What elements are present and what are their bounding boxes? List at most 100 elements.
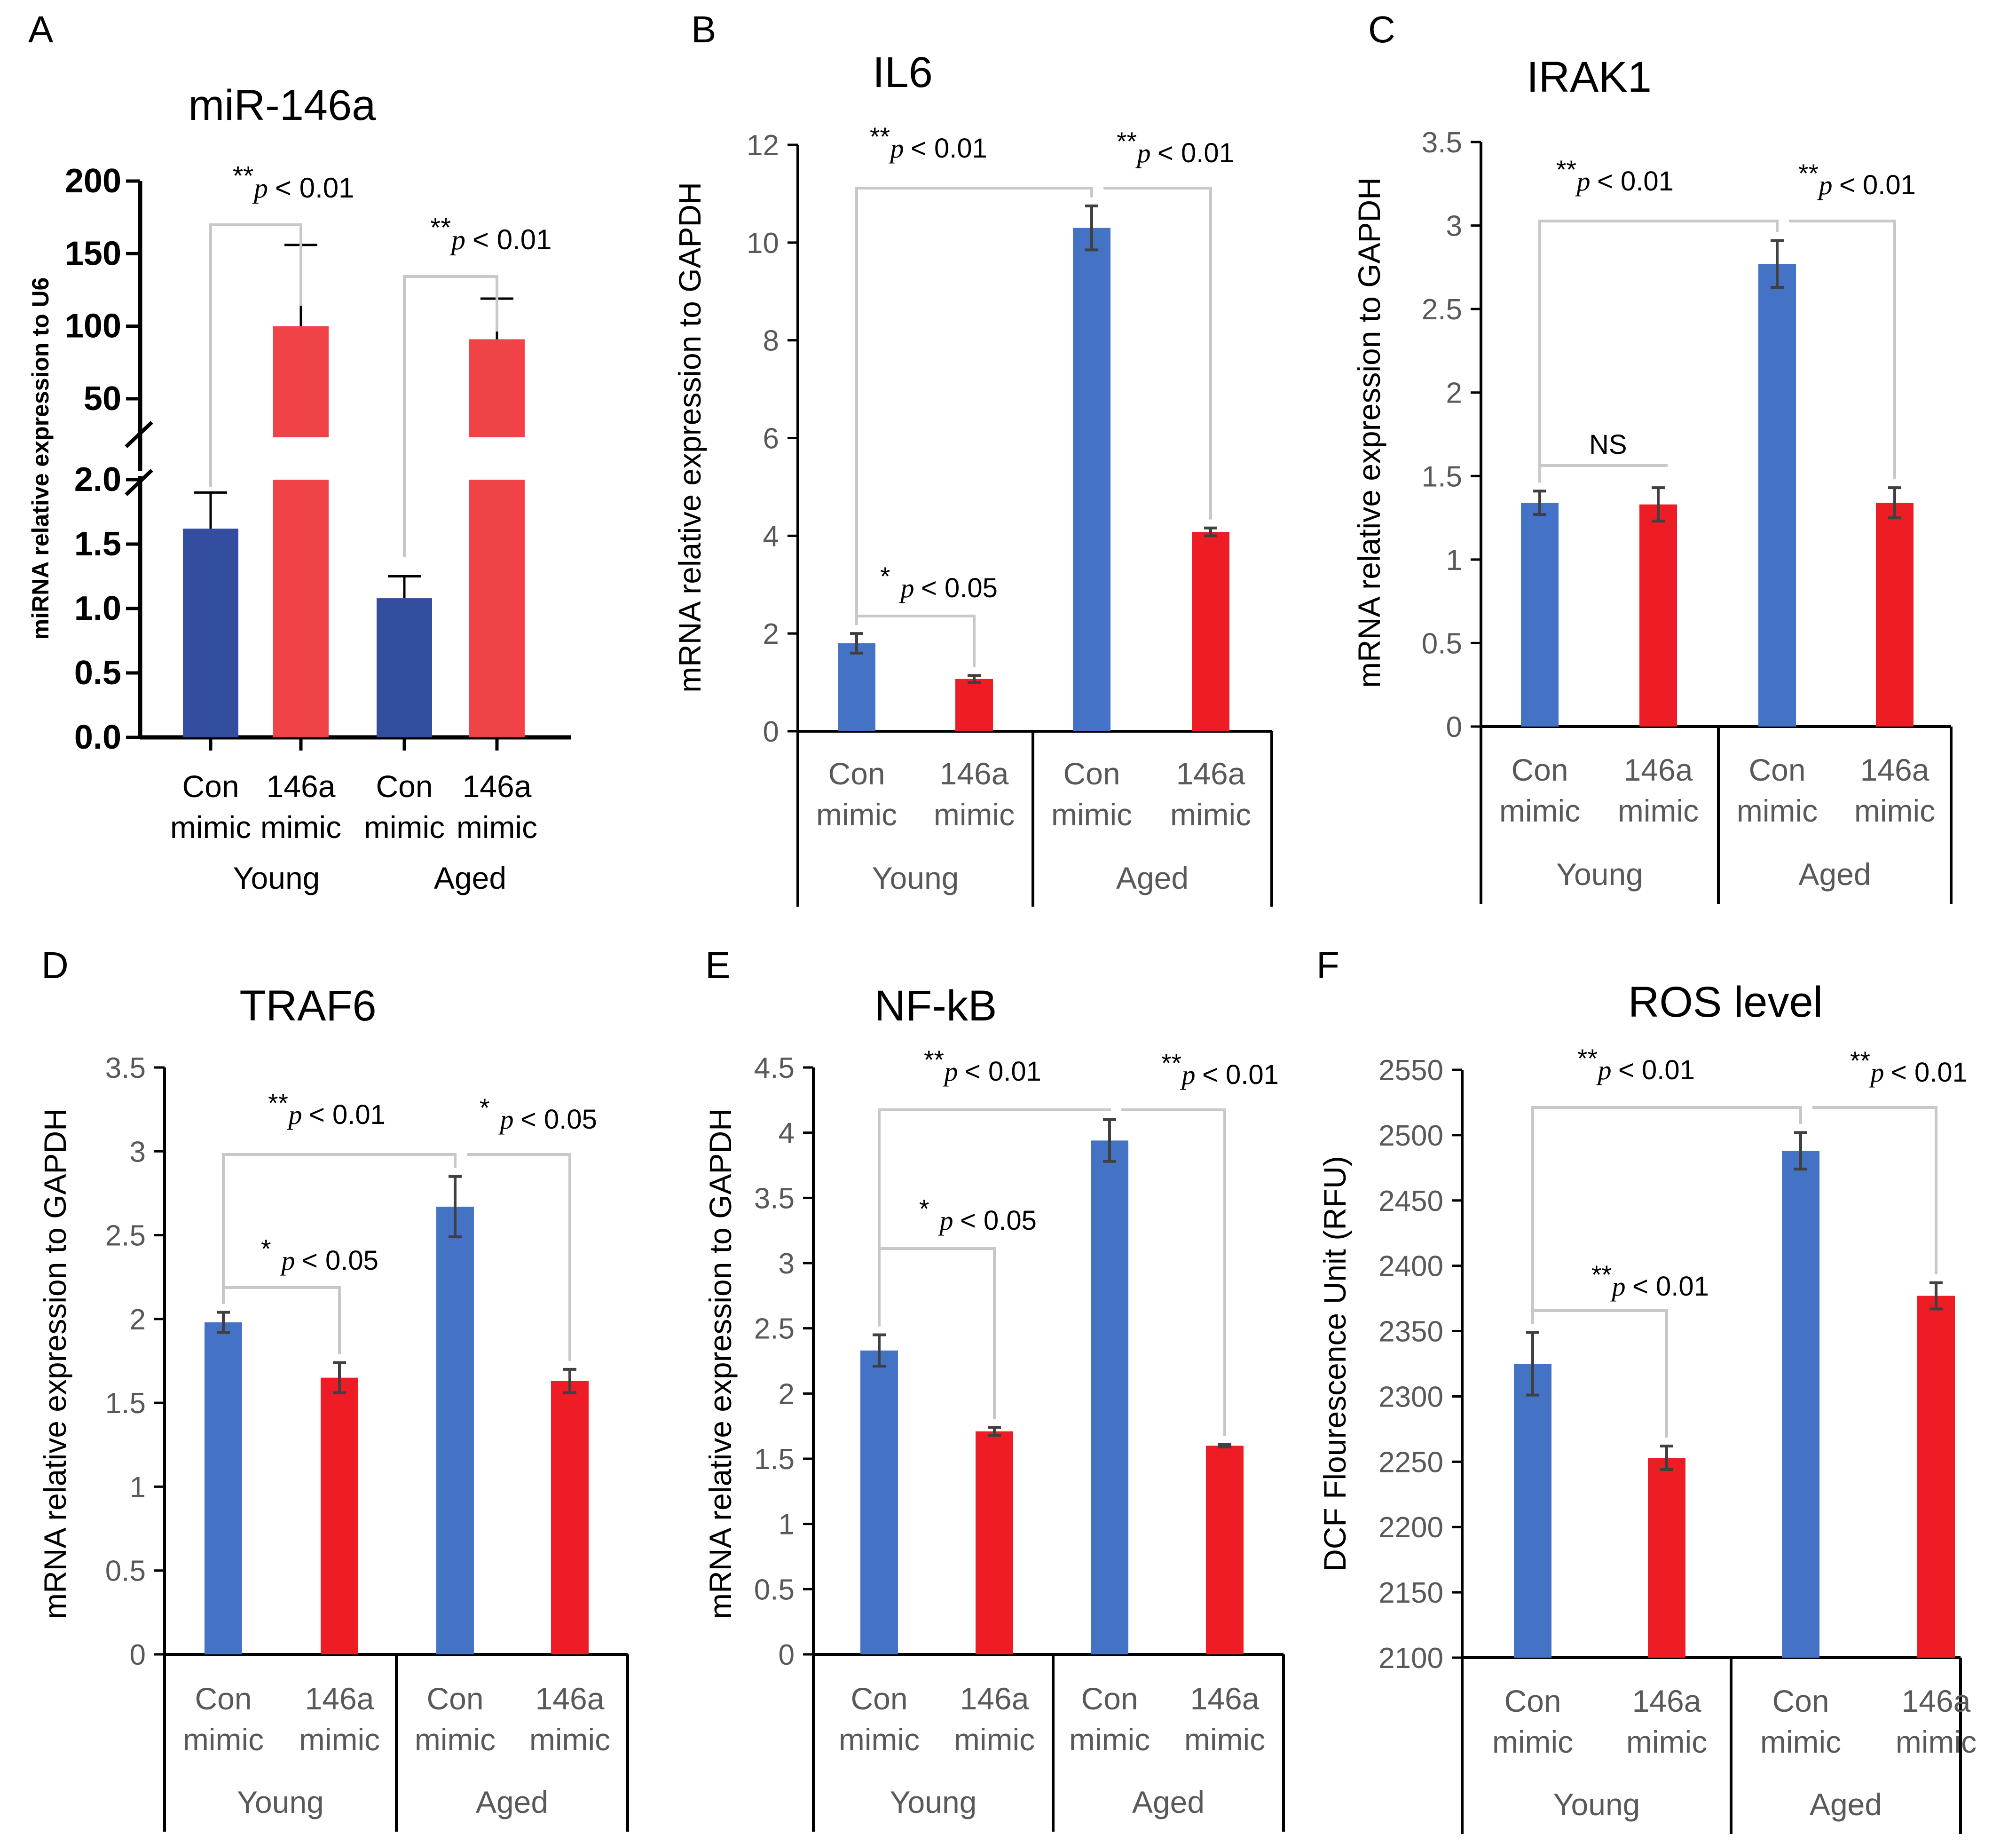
- panel-c: C IRAK1 0 0.5 1 1.5 2 2.5 3 3.5 mRNA relative expr…: [1352, 8, 1953, 904]
- y-tick-label: 1.0: [74, 590, 121, 627]
- y-tick-label: 1.5: [754, 1443, 795, 1476]
- x-tick-label: Con: [182, 769, 239, 804]
- y-tick-label: 4.5: [754, 1052, 795, 1084]
- y-tick-label: 1.5: [105, 1387, 146, 1420]
- significance-label: p < 0.01: [287, 1099, 386, 1130]
- significance-bracket: [1538, 464, 1668, 483]
- significance-bracket: [878, 1247, 996, 1419]
- y-tick-label: 3.5: [1422, 126, 1462, 159]
- y-tick-label: 2200: [1378, 1511, 1443, 1544]
- bar: [1648, 1458, 1685, 1658]
- bar: [1521, 503, 1559, 727]
- y-tick-label: 3: [1446, 210, 1462, 243]
- y-tick-label: 2350: [1378, 1316, 1443, 1348]
- y-tick-label: 0.5: [105, 1555, 146, 1588]
- panel-b: B IL6 0 2 4 6 8 10 12 mRNA relative expression to…: [672, 8, 1273, 907]
- x-tick-label: mimic: [1854, 793, 1935, 828]
- x-tick-label: Con: [1063, 756, 1120, 791]
- y-tick-label: 2.0: [74, 461, 121, 498]
- panel-letter: F: [1316, 944, 1339, 986]
- significance-stars: **: [1161, 1048, 1181, 1077]
- x-tick-label: 146a: [267, 769, 336, 804]
- y-tick-label: 3.5: [105, 1052, 146, 1084]
- y-tick-label: 2.5: [105, 1220, 146, 1252]
- significance-bracket: [209, 223, 302, 487]
- group-label: Aged: [1132, 1785, 1205, 1819]
- x-tick-label: Con: [828, 756, 885, 791]
- y-tick-label: 0: [779, 1639, 795, 1671]
- y-axis-label: miRNA relative expression to U6: [27, 277, 54, 640]
- y-tick-label: 2: [1446, 377, 1462, 410]
- chart-title: IRAK1: [1527, 53, 1652, 101]
- significance-stars: *: [480, 1093, 489, 1122]
- significance-label: p < 0.01: [1817, 170, 1916, 200]
- x-tick-label: mimic: [934, 797, 1015, 832]
- panel-letter: B: [691, 8, 716, 50]
- y-tick-label: 1.5: [74, 525, 121, 563]
- x-tick-label: Con: [376, 769, 433, 804]
- x-tick-label: Con: [1081, 1681, 1138, 1716]
- group-label: Aged: [1116, 861, 1189, 895]
- panel-d: D TRAF6 0 0.5 1 1.5 2 2.5 3 3.5 mRNA relative expr…: [38, 944, 629, 1832]
- y-tick-label: 150: [65, 235, 121, 272]
- y-tick-label: 2: [779, 1378, 795, 1410]
- significance-bracket: [855, 187, 1093, 625]
- panel-letter: A: [28, 8, 54, 50]
- x-tick-label: 146a: [1190, 1681, 1260, 1716]
- x-tick-label: mimic: [1737, 793, 1818, 828]
- group-label: Young: [233, 861, 320, 895]
- x-tick-label: mimic: [1184, 1722, 1265, 1757]
- x-tick-label: mimic: [415, 1722, 496, 1757]
- x-tick-label: mimic: [1051, 797, 1132, 832]
- x-tick-label: Con: [1772, 1684, 1829, 1718]
- significance-bracket: [222, 1286, 341, 1354]
- bar: [1639, 504, 1677, 727]
- group-label: Young: [872, 861, 959, 895]
- significance-label: p < 0.05: [280, 1245, 378, 1276]
- y-tick-label: 2500: [1378, 1120, 1443, 1152]
- significance-bracket: [403, 275, 498, 557]
- chart-title: IL6: [873, 48, 933, 96]
- y-axis-label: mRNA relative expression to GAPDH: [38, 1108, 72, 1619]
- x-tick-label: Con: [426, 1681, 483, 1716]
- bar-lower-segment: [469, 480, 525, 737]
- y-tick-label: 1.5: [1422, 460, 1462, 493]
- y-tick-label: 2250: [1378, 1446, 1443, 1478]
- chart-title: ROS level: [1628, 978, 1823, 1026]
- significance-bracket: [467, 1153, 571, 1361]
- significance-stars: **: [1850, 1046, 1870, 1075]
- x-tick-label: mimic: [260, 810, 341, 845]
- y-tick-label: 2450: [1378, 1185, 1443, 1217]
- significance-stars: *: [919, 1194, 929, 1223]
- significance-label: p < 0.01: [1869, 1057, 1968, 1088]
- y-axis-label: mRNA relative expression to GAPDH: [672, 182, 707, 693]
- bar: [1073, 228, 1110, 731]
- x-tick-label: mimic: [1760, 1724, 1841, 1759]
- panel-e: E NF-kB 0 0.5 1 1.5 2 2.5 3 3.5 4 4.5 mRNA relative …: [703, 944, 1285, 1832]
- x-tick-label: mimic: [1626, 1724, 1707, 1759]
- axis-break-mark: [125, 421, 153, 448]
- bar: [183, 529, 238, 737]
- significance-bracket: [1812, 1106, 1937, 1274]
- significance-label: p < 0.01: [1135, 138, 1234, 168]
- x-tick-label: 146a: [1902, 1684, 1971, 1718]
- group-label: Young: [1556, 857, 1643, 892]
- significance-stars: **: [430, 213, 451, 243]
- significance-stars: **: [1117, 126, 1137, 156]
- y-tick-label: 2: [763, 618, 779, 650]
- x-tick-label: mimic: [954, 1722, 1035, 1757]
- group-label: Young: [237, 1785, 324, 1819]
- y-axis-label: mRNA relative expression to GAPDH: [1352, 177, 1386, 688]
- y-tick-label: 3.5: [754, 1182, 795, 1215]
- x-tick-label: 146a: [1176, 756, 1245, 791]
- y-tick-label: 1: [130, 1471, 146, 1503]
- bar: [1917, 1296, 1955, 1658]
- y-tick-label: 0.5: [74, 654, 121, 692]
- significance-label: p < 0.01: [1610, 1271, 1709, 1302]
- x-tick-label: 146a: [960, 1681, 1029, 1716]
- x-tick-label: Con: [195, 1681, 252, 1716]
- significance-label: p < 0.05: [498, 1104, 597, 1135]
- significance-label: p < 0.05: [899, 573, 998, 603]
- y-tick-label: 3: [130, 1136, 146, 1168]
- panel-f: F ROS level 2100 2150 2200 2250 2300 2350 2400 24…: [1316, 944, 1977, 1834]
